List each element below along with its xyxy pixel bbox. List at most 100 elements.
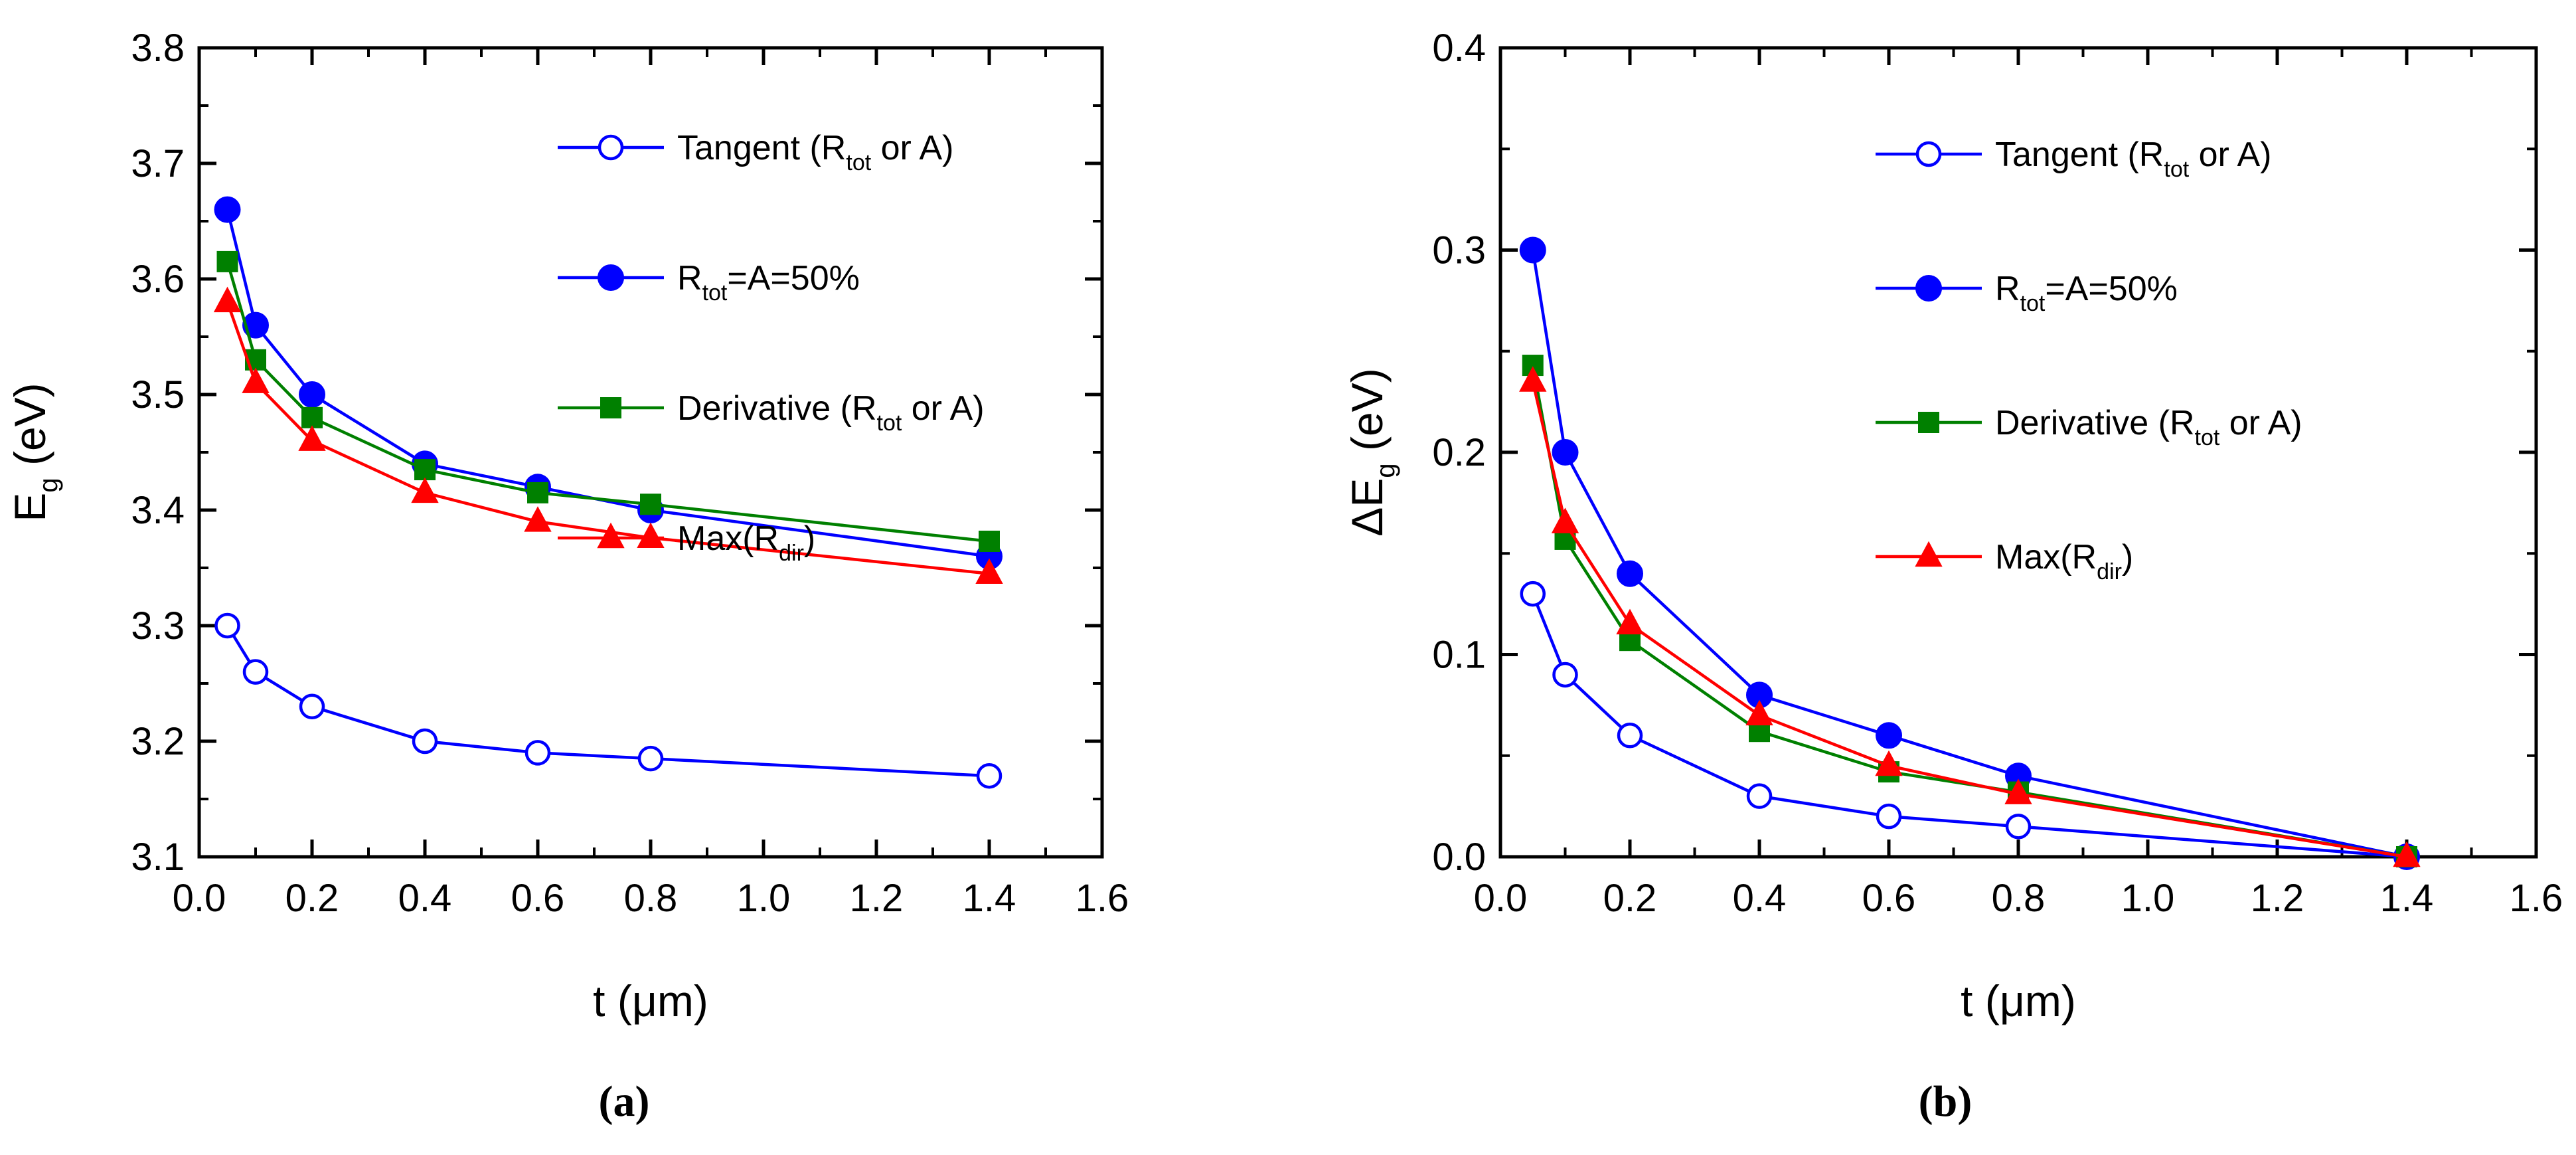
x-tick-label: 1.2 [850,877,904,920]
data-point [412,728,438,755]
legend-marker [598,264,624,291]
legend-label-suffix: ) [804,519,815,558]
legend-marker [1915,141,1942,167]
x-tick-label: 1.6 [2510,877,2563,920]
legend-label-subscript: tot [877,410,902,436]
x-tick-label: 1.4 [963,877,1016,920]
x-tick-label: 1.0 [737,877,791,920]
legend-label-subscript: dir [2097,559,2122,584]
data-point [1616,608,1644,635]
legend-label-suffix: or A) [902,389,984,428]
y-axis-title: ΔEg (eV) [1342,368,1400,536]
data-point [214,612,240,639]
y-tick-label: 3.2 [131,720,185,763]
legend-label-subscript: dir [779,541,804,566]
data-point [1876,803,1902,830]
series-line [226,209,990,558]
y-tick-label: 3.6 [131,258,185,301]
data-point [975,558,1003,584]
legend-marker [1915,275,1942,302]
x-tick-label: 1.4 [2380,877,2434,920]
data-point [637,745,664,772]
data-point [979,530,1000,552]
legend-label-text: Derivative (R [677,389,877,428]
data-point [527,482,548,503]
x-tick-label: 0.4 [1733,877,1787,920]
data-point [1519,366,1547,392]
y-axis-title-subscript: g [1371,463,1400,478]
x-tick-label: 1.2 [2251,877,2304,920]
legend-label-text: Derivative (R [1995,404,2195,442]
legend-label: Derivative (Rtot or A) [677,389,985,436]
data-point [1551,507,1579,533]
data-point [1746,783,1773,809]
legend-label: Rtot=A=50% [677,259,860,306]
legend-label-text: R [1995,270,2020,308]
y-tick-label: 3.8 [131,27,185,70]
legend-label: Max(Rdir) [1995,538,2133,584]
data-point [1617,560,1643,587]
data-point [524,740,551,766]
y-tick-label: 0.1 [1432,634,1486,677]
legend-label-suffix: or A) [2189,135,2271,174]
x-axis-title: t (μm) [1961,976,2076,1025]
data-point [1745,699,1773,726]
panel-label: (b) [1919,1077,1972,1126]
data-point [1520,580,1546,607]
data-point [976,762,1003,789]
legend-marker [1918,412,1939,433]
legend-label-subscript: tot [2020,291,2046,316]
legend-label-suffix: =A=50% [2045,270,2178,308]
data-point [637,522,665,549]
data-point [1876,722,1902,749]
x-tick-label: 0.8 [624,877,678,920]
legend-label-text: Max(R [677,519,779,558]
y-axis-title-unit: (eV) [5,383,54,478]
y-axis-title-subscript: g [34,478,63,492]
legend-label-subscript: tot [2195,425,2220,450]
series-line [226,624,990,778]
data-point [298,425,326,451]
legend-label-suffix: =A=50% [727,259,860,298]
data-point [2004,778,2032,804]
y-axis-title: Eg (eV) [5,383,63,521]
x-tick-label: 0.8 [1992,877,2046,920]
data-point [214,196,241,223]
data-point [1617,723,1643,749]
legend-marker [598,134,624,161]
y-axis-title-main: ΔE [1342,478,1392,537]
legend-label: Tangent (Rtot or A) [1995,135,2271,182]
x-tick-label: 0.0 [1474,877,1528,920]
legend-marker [597,522,625,549]
x-tick-label: 0.0 [173,877,226,920]
legend-label: Tangent (Rtot or A) [677,129,953,175]
legend-label-subscript: tot [702,280,728,306]
x-axis-title: t (μm) [593,976,708,1025]
y-tick-label: 3.5 [131,373,185,416]
data-point [524,506,552,532]
y-axis-title-main: E [5,493,54,522]
data-point [242,659,269,685]
x-tick-label: 1.0 [2121,877,2175,920]
panel-label: (a) [599,1077,650,1126]
y-tick-label: 0.2 [1432,431,1486,474]
y-tick-label: 0.4 [1432,27,1486,70]
series-line [1531,593,2407,859]
legend-label: Derivative (Rtot or A) [1995,404,2302,450]
x-tick-label: 0.6 [511,877,565,920]
x-tick-label: 0.2 [285,877,339,920]
data-point [242,311,269,339]
y-tick-label: 3.4 [131,489,185,532]
legend-label-suffix: ) [2122,538,2133,577]
data-point [216,250,238,272]
data-point [640,493,661,515]
data-point [1552,662,1578,688]
legend-label-text: Tangent (R [677,129,846,167]
legend-label-suffix: or A) [2219,404,2302,442]
panel-label-text: (b) [1919,1077,1972,1126]
y-tick-label: 0.3 [1432,229,1486,272]
legend-label-subscript: tot [2164,157,2189,182]
legend-marker [1915,541,1943,567]
chart-panel-b: 0.0 0.2 0.4 0.6 0.8 1.0 1.2 1.4 1.6 0.0 0.1 0.2 0.3 0… [1342,27,2563,1126]
